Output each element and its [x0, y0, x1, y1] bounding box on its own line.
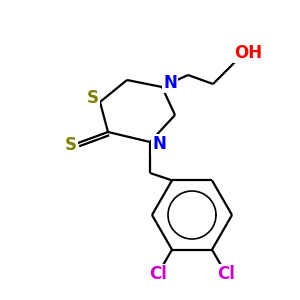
- Text: OH: OH: [234, 44, 262, 62]
- Text: S: S: [65, 136, 77, 154]
- Text: S: S: [87, 89, 99, 107]
- Text: N: N: [152, 135, 166, 153]
- Text: Cl: Cl: [217, 265, 235, 283]
- Text: Cl: Cl: [149, 265, 167, 283]
- Text: N: N: [163, 74, 177, 92]
